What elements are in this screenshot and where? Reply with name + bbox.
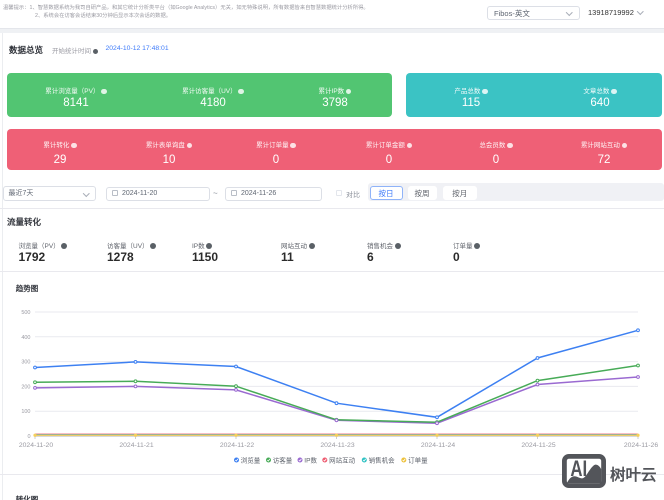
svg-text:销售机会: 销售机会 (369, 456, 396, 465)
svg-text:2024-11-21: 2024-11-21 (119, 442, 153, 449)
svg-text:2024-11-20: 2024-11-20 (19, 442, 53, 449)
svg-text:2024-11-25: 2024-11-25 (521, 442, 555, 449)
svg-text:订单量: 订单量 (408, 456, 428, 465)
svg-text:网站互动: 网站互动 (329, 456, 356, 465)
svg-text:2024-11-24: 2024-11-24 (421, 442, 455, 449)
svg-text:400: 400 (21, 335, 30, 341)
svg-text:100: 100 (21, 409, 30, 415)
svg-text:访客量: 访客量 (273, 456, 293, 465)
svg-text:300: 300 (21, 360, 30, 366)
svg-text:IP数: IP数 (304, 456, 317, 465)
svg-text:浏览量: 浏览量 (241, 456, 261, 465)
svg-text:0: 0 (27, 434, 30, 440)
svg-text:2024-11-22: 2024-11-22 (220, 442, 254, 449)
svg-text:AI: AI (570, 456, 587, 481)
svg-text:200: 200 (21, 384, 30, 390)
svg-text:500: 500 (21, 310, 30, 316)
svg-text:2024-11-23: 2024-11-23 (320, 442, 354, 449)
svg-text:2024-11-26: 2024-11-26 (624, 442, 658, 449)
